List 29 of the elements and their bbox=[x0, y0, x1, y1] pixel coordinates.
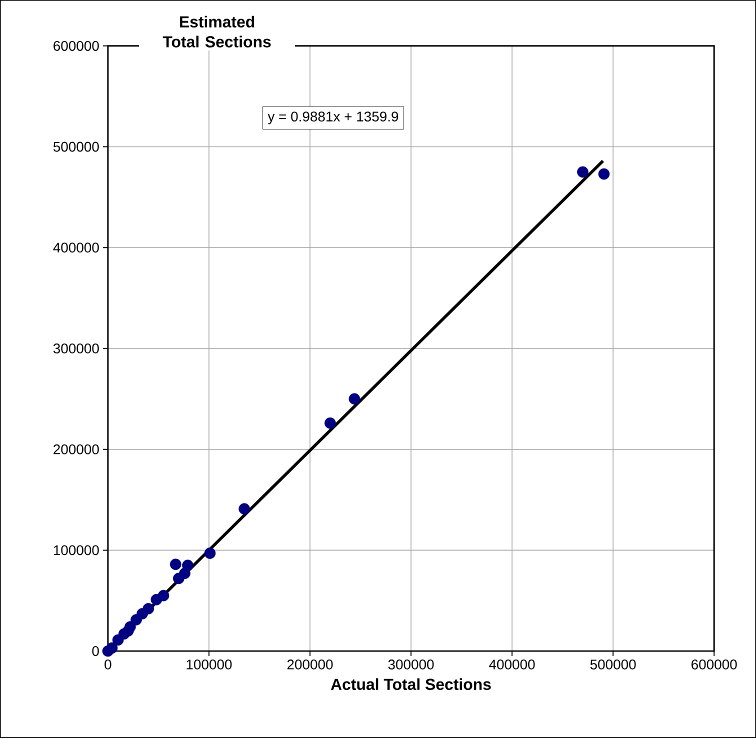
point bbox=[238, 503, 250, 515]
y-tick-label: 600000 bbox=[54, 40, 99, 51]
y-tick-label: 300000 bbox=[53, 344, 99, 354]
annotation: y = 0.9881x + 1359.9 bbox=[268, 112, 398, 124]
point bbox=[204, 548, 216, 559]
y-axis-title: Estimated Total Sections bbox=[162, 16, 271, 48]
point bbox=[182, 560, 194, 572]
point bbox=[577, 166, 588, 178]
y-tick-label: 500000 bbox=[53, 142, 99, 152]
point bbox=[142, 603, 154, 614]
y-tick-label: 400000 bbox=[53, 242, 99, 253]
y-tick-label: 200000 bbox=[54, 444, 99, 454]
point bbox=[324, 417, 336, 429]
x-tick-label: 200000 bbox=[287, 660, 333, 670]
x-tick-label: 300000 bbox=[388, 660, 434, 670]
point bbox=[348, 393, 360, 405]
point bbox=[158, 590, 170, 602]
x-tick-label: 500000 bbox=[590, 660, 636, 670]
y-tick-label: 0 bbox=[92, 646, 99, 656]
x-tick-label: 100000 bbox=[186, 660, 232, 670]
point bbox=[598, 168, 610, 180]
point bbox=[124, 621, 136, 633]
y-tick-label: 100000 bbox=[54, 545, 99, 556]
x-tick-label: 600000 bbox=[692, 660, 737, 670]
point bbox=[170, 558, 182, 570]
point bbox=[106, 642, 118, 654]
x-tick-label: 400000 bbox=[489, 660, 535, 670]
x-tick-label: 0 bbox=[104, 660, 112, 670]
x-axis-title: Actual Total Sections bbox=[330, 678, 491, 690]
